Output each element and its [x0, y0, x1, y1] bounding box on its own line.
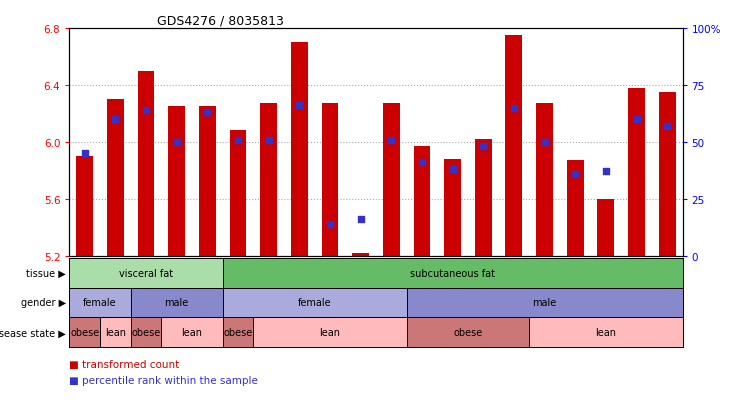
- Point: [569, 171, 581, 178]
- Text: lean: lean: [320, 328, 340, 337]
- Bar: [199, 107, 216, 256]
- Text: lean: lean: [596, 328, 616, 337]
- Text: GDS4276 / 8035813: GDS4276 / 8035813: [157, 14, 284, 27]
- Point: [324, 221, 336, 228]
- Point: [201, 109, 213, 116]
- Bar: [407, 318, 529, 347]
- Bar: [566, 161, 584, 256]
- Bar: [413, 147, 431, 256]
- Point: [600, 169, 612, 175]
- Point: [110, 116, 121, 123]
- Bar: [291, 43, 308, 256]
- Bar: [69, 318, 100, 347]
- Bar: [536, 104, 553, 256]
- Bar: [383, 104, 400, 256]
- Bar: [658, 93, 676, 256]
- Text: lean: lean: [182, 328, 202, 337]
- Bar: [321, 104, 339, 256]
- Text: obese: obese: [453, 328, 483, 337]
- Text: lean: lean: [105, 328, 126, 337]
- Text: ■ percentile rank within the sample: ■ percentile rank within the sample: [69, 375, 258, 385]
- Bar: [260, 104, 277, 256]
- Point: [508, 105, 520, 112]
- Bar: [137, 71, 155, 256]
- Bar: [223, 318, 253, 347]
- Point: [355, 216, 366, 223]
- Point: [447, 166, 458, 173]
- Text: obese: obese: [131, 328, 161, 337]
- Bar: [107, 100, 124, 256]
- Point: [661, 123, 673, 130]
- Point: [631, 116, 642, 123]
- Bar: [505, 36, 523, 256]
- Point: [232, 137, 244, 143]
- Bar: [253, 318, 407, 347]
- Bar: [100, 318, 131, 347]
- Bar: [69, 258, 223, 288]
- Bar: [131, 288, 223, 318]
- Point: [263, 137, 274, 143]
- Point: [140, 107, 152, 114]
- Point: [477, 144, 489, 150]
- Bar: [352, 253, 369, 256]
- Text: female: female: [298, 298, 331, 308]
- Bar: [407, 288, 683, 318]
- Bar: [168, 107, 185, 256]
- Point: [79, 150, 91, 157]
- Text: female: female: [83, 298, 117, 308]
- Bar: [444, 159, 461, 256]
- Bar: [628, 88, 645, 256]
- Text: gender ▶: gender ▶: [20, 298, 66, 308]
- Bar: [69, 288, 131, 318]
- Point: [293, 103, 305, 109]
- Bar: [223, 258, 683, 288]
- Text: male: male: [164, 298, 189, 308]
- Bar: [229, 131, 247, 256]
- Text: male: male: [532, 298, 557, 308]
- Text: ■ transformed count: ■ transformed count: [69, 359, 180, 369]
- Text: disease state ▶: disease state ▶: [0, 328, 66, 337]
- Point: [416, 159, 428, 166]
- Bar: [223, 288, 407, 318]
- Text: obese: obese: [223, 328, 253, 337]
- Bar: [474, 140, 492, 256]
- Bar: [161, 318, 223, 347]
- Bar: [529, 318, 683, 347]
- Bar: [597, 199, 615, 256]
- Text: tissue ▶: tissue ▶: [26, 268, 66, 278]
- Point: [171, 139, 182, 146]
- Point: [539, 139, 550, 146]
- Text: obese: obese: [70, 328, 99, 337]
- Bar: [76, 157, 93, 256]
- Bar: [131, 318, 161, 347]
- Text: subcutaneous fat: subcutaneous fat: [410, 268, 495, 278]
- Point: [385, 137, 397, 143]
- Text: visceral fat: visceral fat: [119, 268, 173, 278]
